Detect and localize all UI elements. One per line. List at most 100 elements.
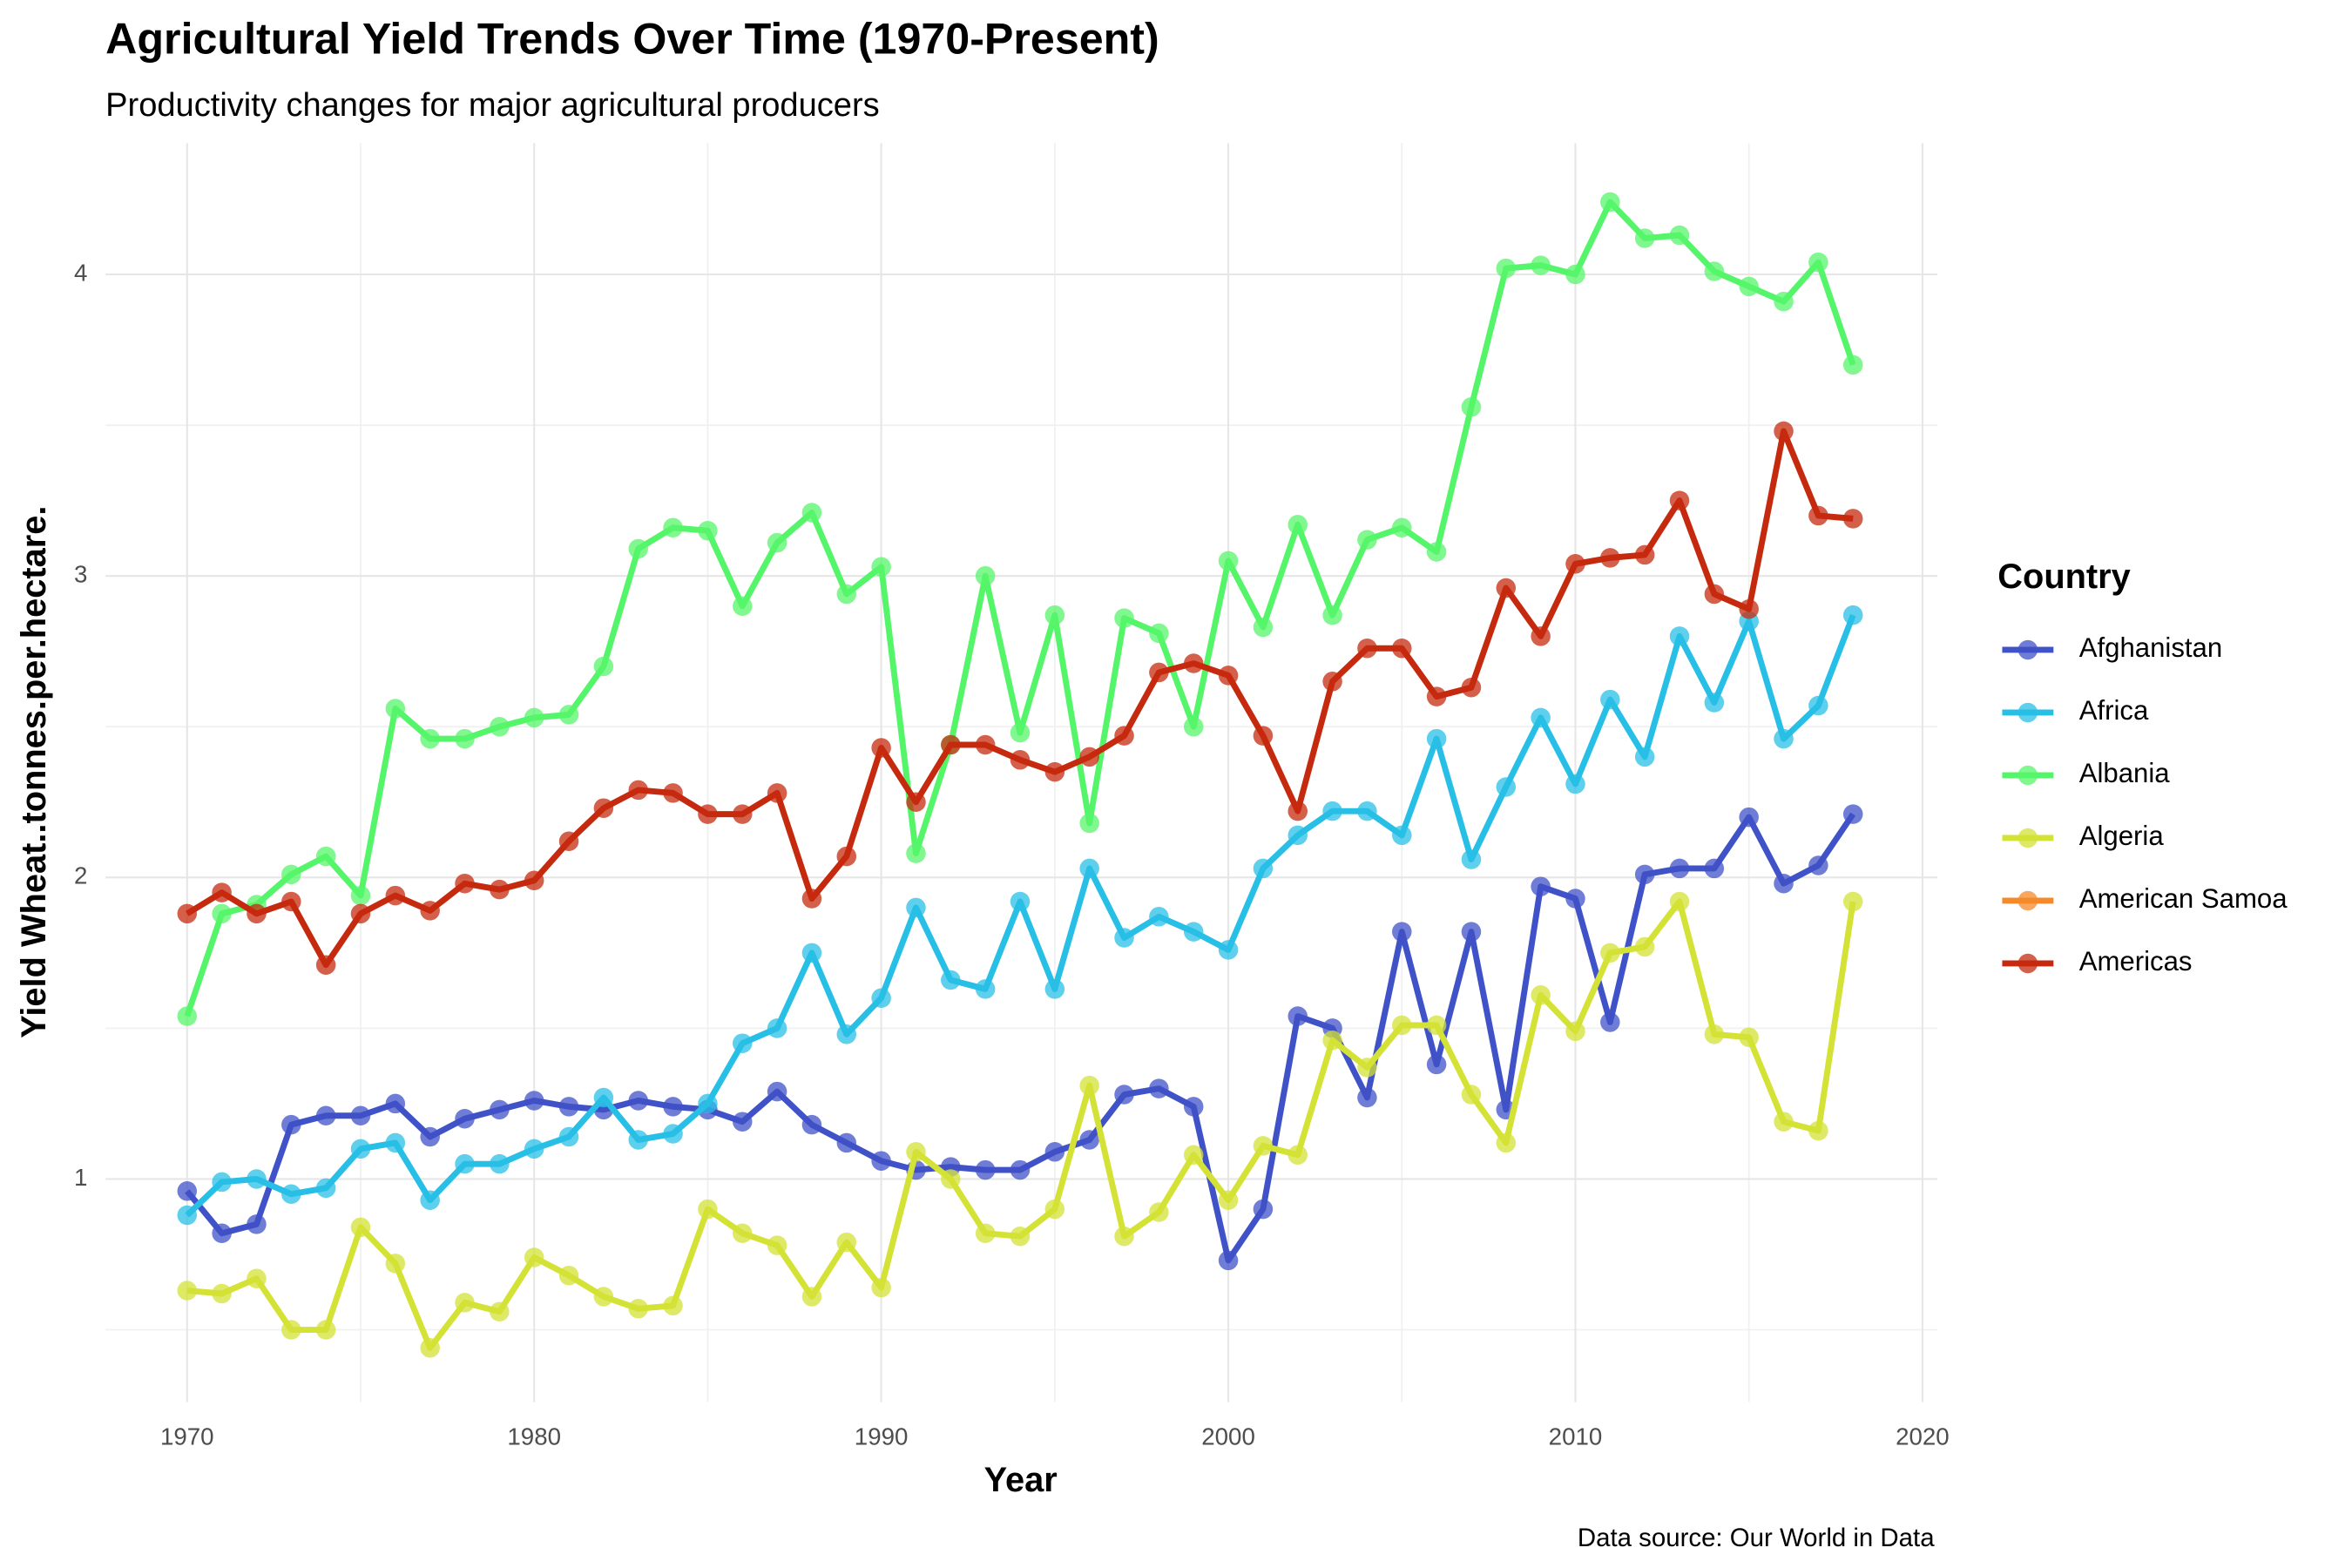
legend-label: Algeria: [2079, 821, 2165, 851]
series-group: [177, 804, 1863, 1271]
data-point: [733, 596, 753, 617]
data-point: [1496, 578, 1517, 598]
data-point: [455, 873, 475, 894]
data-point: [281, 1114, 301, 1135]
data-point: [593, 1087, 614, 1108]
data-point: [420, 728, 440, 749]
series-line: [186, 898, 1856, 1351]
data-point: [490, 1099, 510, 1120]
data-point: [1774, 421, 1794, 442]
data-point: [1531, 876, 1551, 896]
legend-key: [2017, 890, 2038, 911]
data-point: [1079, 747, 1099, 767]
data-point: [558, 705, 579, 725]
data-point: [628, 1299, 648, 1319]
data-point: [1461, 1085, 1482, 1105]
data-point: [1357, 530, 1377, 550]
data-point: [177, 1205, 198, 1226]
data-point: [247, 903, 267, 924]
data-point: [663, 1295, 683, 1316]
data-point: [1149, 907, 1169, 927]
data-point: [247, 1214, 267, 1234]
data-point: [767, 1018, 787, 1038]
data-point: [1149, 623, 1169, 644]
data-point: [871, 1151, 891, 1171]
data-point: [801, 889, 822, 909]
data-point: [1461, 677, 1482, 698]
data-point: [975, 979, 996, 999]
data-point: [350, 903, 371, 924]
data-point: [1079, 1075, 1099, 1096]
data-point: [1183, 1097, 1204, 1117]
legend-key: [2017, 639, 2038, 660]
data-point: [1704, 1024, 1725, 1044]
data-point: [767, 783, 787, 803]
data-point: [663, 517, 683, 538]
data-point: [733, 1112, 753, 1132]
data-point: [975, 734, 996, 755]
data-point: [836, 846, 857, 867]
data-point: [1044, 1199, 1065, 1220]
data-point: [836, 1132, 857, 1153]
data-point: [524, 1139, 544, 1159]
data-point: [1774, 1112, 1794, 1132]
x-tick-label: 2000: [1201, 1423, 1255, 1450]
data-point: [1288, 1145, 1308, 1166]
data-point: [1392, 825, 1412, 846]
data-point: [663, 1097, 683, 1117]
data-point: [1010, 891, 1031, 912]
y-tick-label: 2: [74, 862, 87, 889]
data-point: [1044, 1142, 1065, 1162]
data-point: [801, 1287, 822, 1307]
legend-key: [2017, 828, 2038, 848]
y-tick-label: 3: [74, 560, 87, 587]
data-point: [1634, 864, 1655, 885]
data-point: [1565, 889, 1585, 909]
data-point: [490, 879, 510, 900]
data-point: [628, 1130, 648, 1150]
data-point: [1842, 891, 1863, 912]
data-point: [281, 1320, 301, 1340]
legend-key: [2017, 953, 2038, 974]
y-axis-label: Yield Wheat..tonnes.per.hectare.: [15, 506, 53, 1038]
data-point: [1392, 638, 1412, 659]
legend-label: American Samoa: [2079, 883, 2288, 914]
caption: Data source: Our World in Data: [1578, 1524, 1935, 1552]
data-point: [1253, 858, 1274, 879]
data-point: [698, 804, 718, 824]
data-point: [1218, 551, 1239, 571]
data-point: [1704, 858, 1725, 879]
data-point: [1531, 255, 1551, 275]
data-point: [281, 864, 301, 885]
x-tick-label: 2020: [1896, 1423, 1950, 1450]
data-point: [663, 1124, 683, 1144]
data-point: [1565, 264, 1585, 285]
data-point: [1357, 801, 1377, 821]
data-point: [801, 1114, 822, 1135]
data-point: [975, 1159, 996, 1180]
data-point: [1808, 855, 1828, 875]
data-point: [871, 1277, 891, 1298]
data-point: [593, 1287, 614, 1307]
data-point: [1322, 801, 1342, 821]
data-point: [1288, 1006, 1308, 1026]
data-point: [1600, 943, 1620, 963]
data-point: [1531, 626, 1551, 646]
data-point: [524, 1091, 544, 1111]
series-group: [177, 605, 1863, 1226]
data-point: [1149, 1078, 1169, 1098]
data-point: [420, 901, 440, 921]
data-point: [1496, 258, 1517, 279]
data-point: [733, 1033, 753, 1053]
data-point: [1461, 397, 1482, 417]
data-point: [593, 656, 614, 677]
data-point: [247, 1169, 267, 1189]
data-point: [1322, 672, 1342, 692]
data-point: [1669, 626, 1690, 646]
data-point: [1183, 653, 1204, 673]
data-point: [1044, 761, 1065, 782]
data-point: [212, 1172, 232, 1193]
data-point: [1288, 825, 1308, 846]
data-point: [906, 1142, 926, 1162]
data-point: [733, 1223, 753, 1244]
